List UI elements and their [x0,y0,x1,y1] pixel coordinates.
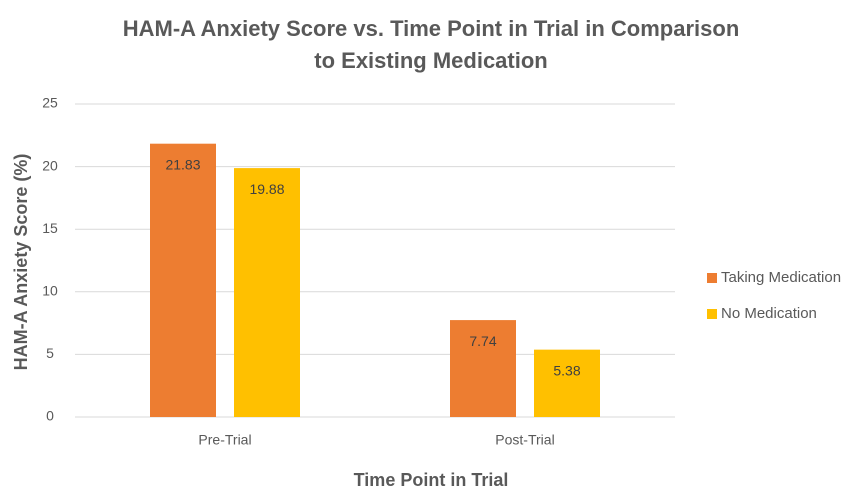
y-axis-title: HAM-A Anxiety Score (%) [11,154,31,371]
x-axis-title: Time Point in Trial [354,470,509,490]
bar [150,143,216,417]
x-tick-label: Pre-Trial [198,432,251,448]
y-tick-label: 20 [42,157,58,173]
bar [234,168,300,417]
data-label: 5.38 [553,362,580,378]
bar [534,349,600,417]
data-label: 19.88 [249,181,284,197]
legend-swatch [707,309,717,319]
data-label: 7.74 [469,333,496,349]
y-tick-label: 10 [42,283,58,299]
y-tick-label: 15 [42,220,58,236]
chart-title: HAM-A Anxiety Score vs. Time Point in Tr… [123,16,740,41]
legend-label: Taking Medication [721,269,841,286]
y-tick-label: 0 [46,408,54,424]
legend-swatch [707,273,717,283]
data-label: 21.83 [165,156,200,172]
chart-title: to Existing Medication [314,48,547,73]
x-tick-label: Post-Trial [495,432,554,448]
y-tick-label: 25 [42,95,58,111]
legend-label: No Medication [721,305,817,322]
y-tick-label: 5 [46,345,54,361]
bar [450,320,516,417]
